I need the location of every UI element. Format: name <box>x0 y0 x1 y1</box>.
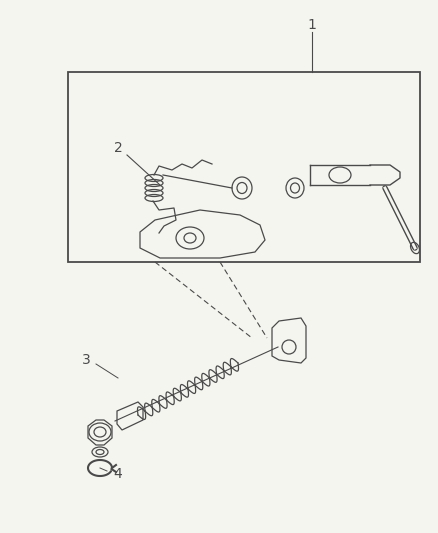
Text: 4: 4 <box>113 467 122 481</box>
Text: 3: 3 <box>81 353 90 367</box>
Text: 2: 2 <box>113 141 122 155</box>
Text: 1: 1 <box>307 18 316 32</box>
